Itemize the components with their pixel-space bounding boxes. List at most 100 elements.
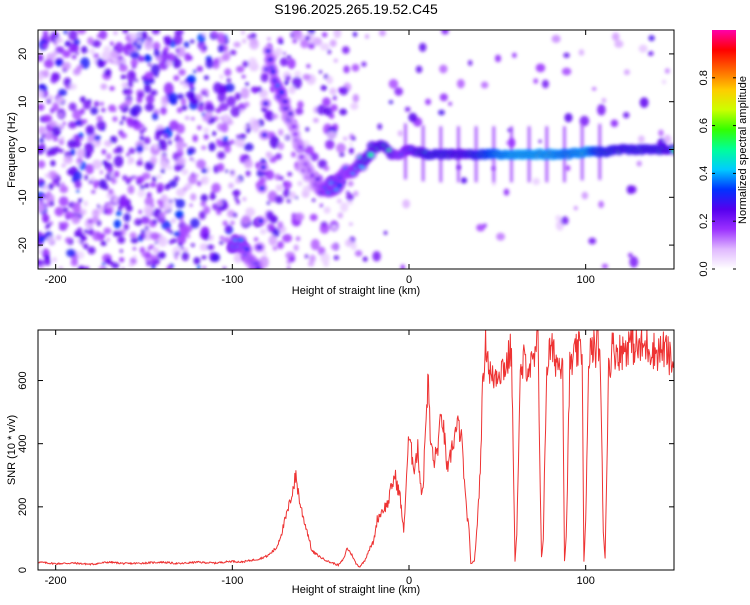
heatmap-blob: [42, 69, 50, 78]
heatmap-blob: [66, 215, 70, 220]
heatmap-blob: [113, 30, 118, 35]
heatmap-blob: [153, 143, 159, 150]
heatmap-blob: [205, 58, 214, 69]
heatmap-blob: [287, 58, 296, 70]
heatmap-blob: [506, 140, 510, 145]
heatmap-blob: [217, 44, 225, 53]
heatmap-blob: [189, 157, 194, 161]
heatmap-blob: [661, 79, 667, 85]
heatmap-blob: [88, 179, 93, 184]
heatmap-blob: [163, 46, 170, 52]
snr-series-line: [38, 330, 674, 568]
heatmap-blob: [326, 130, 337, 140]
heatmap-blob: [333, 58, 338, 63]
heatmap-ridge-core: [255, 266, 262, 269]
heatmap-blob: [304, 145, 314, 157]
heatmap-blob: [169, 230, 173, 235]
heatmap-blob: [269, 135, 280, 149]
heatmap-blob: [68, 30, 78, 41]
heatmap-blob: [150, 259, 157, 266]
heatmap-blob: [137, 189, 146, 198]
heatmap-blob: [84, 174, 89, 181]
heatmap-blob: [61, 182, 65, 187]
heatmap-blob: [77, 265, 86, 269]
heatmap-blob: [98, 30, 108, 40]
heatmap-blob: [233, 253, 243, 264]
heatmap-blob: [60, 221, 69, 229]
heatmap-blob: [636, 160, 642, 167]
heatmap-blob: [79, 234, 86, 242]
heatmap-blob: [54, 41, 58, 46]
heatmap-blob: [408, 112, 418, 123]
heatmap-blob: [115, 145, 124, 154]
heatmap-blob: [106, 153, 112, 161]
heatmap-blob: [71, 215, 81, 225]
heatmap-blob: [267, 37, 271, 41]
heatmap-blob: [160, 194, 168, 203]
heatmap-blob: [219, 235, 225, 241]
heatmap-blob: [76, 64, 83, 71]
heatmap-blob: [92, 159, 102, 170]
heatmap-blob: [209, 252, 214, 257]
heatmap-blob: [170, 218, 177, 224]
heatmap-blob: [121, 82, 128, 89]
heatmap-blob: [496, 232, 506, 241]
heatmap-blob: [58, 196, 69, 207]
heatmap-blob: [76, 189, 80, 193]
heatmap-blob: [143, 84, 152, 94]
heatmap-blob: [561, 67, 572, 76]
heatmap-blob: [195, 173, 199, 178]
snr-y-axis-label: SNR (10 * v/v): [6, 415, 18, 485]
heatmap-blob: [129, 257, 137, 265]
heatmap-blob: [103, 59, 108, 65]
heatmap-blob: [74, 180, 82, 189]
heatmap-blob: [76, 239, 81, 243]
heatmap-blob: [236, 134, 241, 140]
heatmap-blob: [565, 165, 571, 171]
heatmap-blob: [152, 247, 160, 254]
heatmap-blob: [211, 182, 221, 193]
heatmap-blob: [38, 248, 43, 255]
heatmap-ridge-core: [244, 247, 250, 252]
heatmap-blob: [361, 61, 367, 67]
heatmap-blob: [349, 222, 353, 226]
spectrogram-x-ticks: -200 -100 0 100: [45, 30, 595, 286]
heatmap-blob: [161, 51, 170, 62]
heatmap-blob: [188, 174, 198, 185]
heatmap-blob: [168, 179, 178, 188]
heatmap-blob: [91, 208, 100, 218]
heatmap-blob: [54, 206, 64, 217]
heatmap-blob: [109, 86, 115, 91]
heatmap-blob: [146, 192, 152, 198]
heatmap-blob: [245, 207, 256, 217]
heatmap-blob: [316, 104, 326, 115]
heatmap-blob: [235, 199, 241, 205]
heatmap-blob: [106, 167, 114, 174]
heatmap-blob: [174, 176, 180, 182]
heatmap-blob: [239, 133, 247, 140]
heatmap-blob: [213, 57, 220, 65]
heatmap-blob: [159, 212, 165, 219]
heatmap-blob: [177, 156, 187, 166]
heatmap-blob: [184, 182, 192, 190]
heatmap-blob: [213, 82, 223, 94]
heatmap-blob: [264, 110, 274, 120]
heatmap-blob: [229, 139, 235, 145]
heatmap-blob: [71, 44, 80, 53]
heatmap-blob: [320, 252, 330, 264]
heatmap-ridge-core: [265, 48, 271, 54]
heatmap-blob: [85, 124, 95, 135]
heatmap-blob: [456, 78, 465, 89]
heatmap-blob: [49, 200, 55, 207]
heatmap-blob: [55, 37, 63, 44]
heatmap-blob: [323, 106, 333, 116]
heatmap-blob: [199, 101, 204, 107]
heatmap-blob: [439, 64, 448, 74]
heatmap-blob: [339, 152, 345, 157]
heatmap-blob: [175, 210, 184, 219]
heatmap-ridge-core: [292, 132, 299, 137]
heatmap-blob: [101, 149, 107, 155]
heatmap-blob: [211, 30, 218, 38]
heatmap-blob: [658, 129, 664, 137]
heatmap-blob: [201, 168, 208, 174]
